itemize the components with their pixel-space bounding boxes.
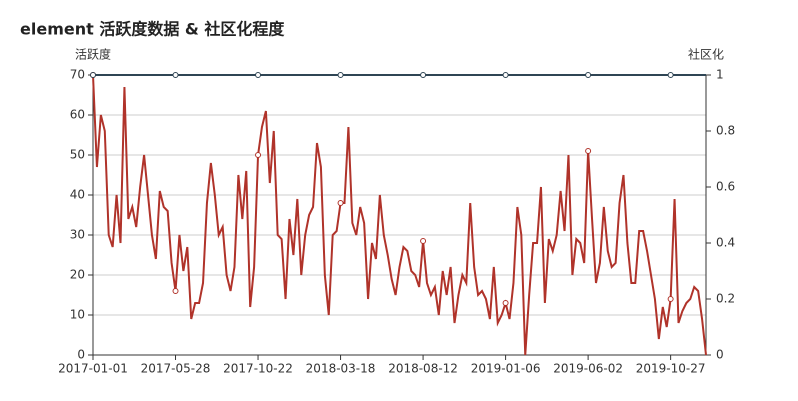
y-tick-label: 10 [70, 308, 85, 322]
y-tick-label: 60 [70, 108, 85, 122]
y-tick-label: 20 [70, 268, 85, 282]
point-marker [585, 72, 592, 78]
x-tick-label: 2018-03-18 [306, 362, 376, 376]
x-tick-label: 2019-10-27 [636, 362, 706, 376]
y2-tick-label: 0.6 [716, 180, 735, 194]
point-marker [502, 72, 509, 78]
point-marker [172, 72, 179, 78]
x-tick-label: 2017-01-01 [58, 362, 128, 376]
x-tick-label: 2019-06-02 [553, 362, 623, 376]
y2-tick-label: 0.4 [716, 236, 735, 250]
point-marker [255, 152, 262, 158]
y-tick-label: 30 [70, 228, 85, 242]
chart-title: element 活跃度数据 & 社区化程度 [20, 20, 285, 39]
point-marker [172, 288, 179, 294]
y-tick-label: 50 [70, 148, 85, 162]
y2-axis-title: 社区化 [688, 47, 724, 62]
point-marker [585, 148, 592, 154]
x-tick-label: 2017-05-28 [141, 362, 211, 376]
y2-tick-label: 0.8 [716, 124, 735, 138]
point-marker [255, 72, 262, 78]
series-line [92, 74, 707, 356]
point-marker [420, 72, 427, 78]
y-tick-label: 40 [70, 188, 85, 202]
point-marker [667, 296, 674, 302]
point-marker [337, 72, 344, 78]
point-marker [502, 300, 509, 306]
y-tick-label: 0 [77, 348, 85, 362]
x-tick-label: 2019-01-06 [471, 362, 541, 376]
y2-tick-label: 0.2 [716, 292, 735, 306]
point-marker [337, 200, 344, 206]
y-tick-label: 70 [70, 68, 85, 82]
x-tick-label: 2017-10-22 [223, 362, 293, 376]
point-marker [90, 72, 96, 78]
point-marker [667, 72, 674, 78]
y-axis-title: 活跃度 [75, 47, 111, 62]
y2-tick-label: 0 [716, 348, 724, 362]
x-tick-label: 2018-08-12 [388, 362, 458, 376]
y2-tick-label: 1 [716, 68, 724, 82]
point-marker [420, 238, 427, 244]
